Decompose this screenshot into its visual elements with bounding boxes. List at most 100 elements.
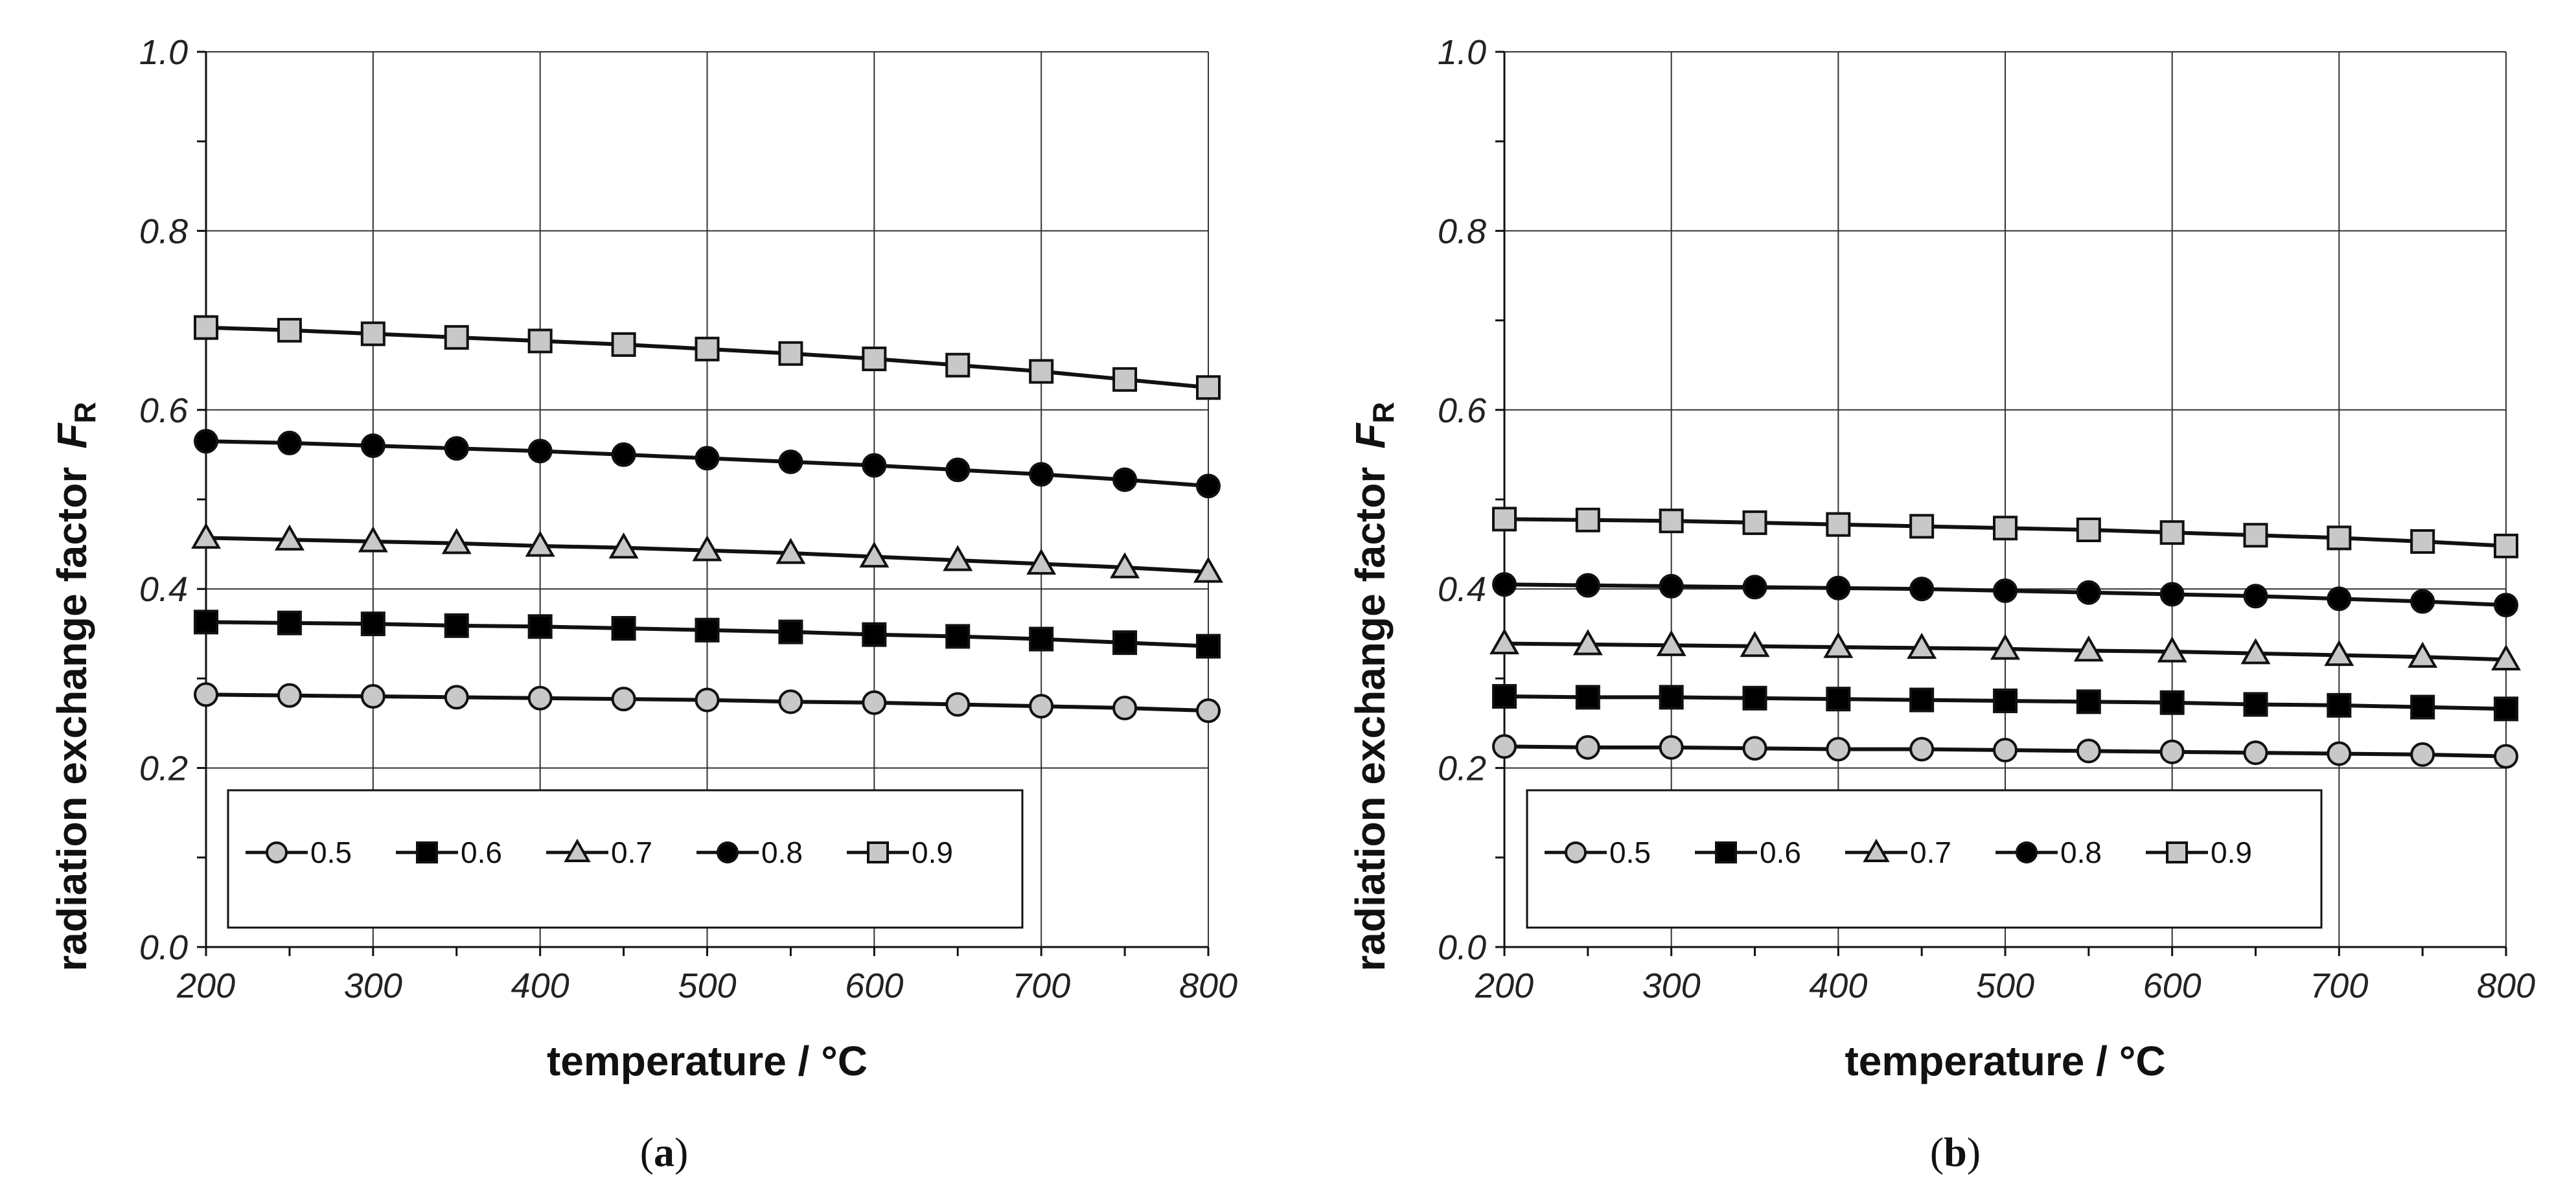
data-point-0.5 bbox=[695, 687, 720, 713]
legend-label-0.5: 0.5 bbox=[1609, 836, 1651, 869]
y-tick-label: 0.6 bbox=[139, 391, 189, 430]
data-point-0.7 bbox=[1572, 629, 1603, 656]
data-point-0.5 bbox=[2243, 740, 2268, 766]
data-point-0.9 bbox=[945, 352, 971, 378]
data-point-0.5 bbox=[1659, 735, 1684, 760]
data-point-0.6 bbox=[1492, 684, 1517, 709]
data-point-0.7 bbox=[2408, 641, 2438, 668]
data-point-0.6 bbox=[1826, 687, 1851, 712]
data-point-0.8 bbox=[945, 457, 971, 483]
series-0.6 bbox=[194, 610, 1221, 659]
x-tick-label: 300 bbox=[1642, 966, 1701, 1005]
legend-label-0.6: 0.6 bbox=[461, 836, 502, 869]
data-point-0.8 bbox=[2159, 582, 2185, 607]
y-axis-symbol: F bbox=[1347, 422, 1394, 449]
legend: 0.5 0.6 0.7 0.8 0.9 bbox=[227, 789, 1024, 929]
data-point-0.9 bbox=[611, 332, 636, 357]
panel-label-letter: b bbox=[1944, 1129, 1967, 1175]
data-point-0.7 bbox=[1907, 632, 1937, 659]
legend-marker-0.9 bbox=[2166, 841, 2188, 863]
data-point-0.7 bbox=[943, 545, 973, 571]
y-tick-label: 0.8 bbox=[139, 212, 188, 251]
data-point-0.8 bbox=[360, 433, 385, 459]
y-axis-title-text: radiation exchange factor bbox=[49, 467, 95, 972]
data-point-0.9 bbox=[1826, 512, 1851, 537]
y-axis-subscript: R bbox=[68, 402, 102, 423]
data-point-0.9 bbox=[778, 341, 803, 366]
y-axis-title: radiation exchange factor FR bbox=[1347, 402, 1400, 971]
data-point-0.8 bbox=[1492, 572, 1517, 597]
legend-marker-0.8 bbox=[2016, 841, 2038, 863]
data-point-0.5 bbox=[611, 687, 636, 712]
series-0.5 bbox=[194, 682, 1221, 724]
data-point-0.6 bbox=[1575, 685, 1600, 710]
data-point-0.9 bbox=[444, 325, 469, 350]
x-tick-label: 500 bbox=[1976, 966, 2034, 1005]
y-axis-subscript: R bbox=[1366, 402, 1400, 423]
data-point-0.5 bbox=[1492, 734, 1517, 759]
legend-marker-0.7 bbox=[564, 838, 591, 862]
data-point-0.8 bbox=[1826, 575, 1851, 600]
data-point-0.8 bbox=[1196, 474, 1221, 499]
data-point-0.7 bbox=[1110, 552, 1140, 578]
data-point-0.8 bbox=[2327, 586, 2352, 611]
data-point-0.6 bbox=[194, 610, 218, 635]
data-point-0.8 bbox=[1112, 467, 1138, 492]
y-tick-label: 0.0 bbox=[139, 928, 188, 967]
legend-label-0.5: 0.5 bbox=[310, 836, 352, 869]
x-tick-label: 600 bbox=[845, 966, 903, 1005]
data-point-0.7 bbox=[2240, 638, 2271, 665]
x-tick-label: 300 bbox=[344, 966, 402, 1005]
data-point-0.6 bbox=[2327, 692, 2352, 718]
legend-marker-0.7 bbox=[1863, 838, 1890, 862]
series-0.9 bbox=[194, 315, 1221, 400]
data-point-0.7 bbox=[776, 538, 806, 564]
x-tick-label: 800 bbox=[2477, 966, 2535, 1005]
data-point-0.5 bbox=[277, 683, 302, 708]
data-point-0.9 bbox=[1909, 514, 1935, 539]
data-point-0.9 bbox=[527, 328, 553, 354]
data-point-0.9 bbox=[2243, 523, 2268, 548]
chart-panel-a: 200 300 400 500 600 700 800 0.0 0.2 0.4 0.6 0.8 1.0 t… bbox=[49, 33, 1237, 1175]
legend-label-0.9: 0.9 bbox=[912, 836, 953, 869]
data-point-0.6 bbox=[277, 610, 302, 635]
legend-marker-0.8 bbox=[717, 841, 739, 863]
data-point-0.5 bbox=[527, 685, 553, 711]
panel-label-close: ) bbox=[1967, 1129, 1981, 1175]
legend: 0.5 0.6 0.7 0.8 0.9 bbox=[1526, 789, 2323, 929]
data-point-0.8 bbox=[695, 446, 720, 471]
data-point-0.6 bbox=[1029, 626, 1054, 652]
data-point-0.9 bbox=[1196, 375, 1221, 400]
y-axis-title: radiation exchange factor FR bbox=[49, 402, 102, 971]
legend-label-0.7: 0.7 bbox=[1910, 836, 1951, 869]
data-point-0.9 bbox=[695, 336, 720, 361]
y-tick-label: 0.2 bbox=[139, 749, 188, 788]
data-point-0.8 bbox=[2243, 584, 2268, 609]
data-point-0.9 bbox=[1659, 508, 1684, 534]
x-tick-label: 200 bbox=[1475, 966, 1534, 1005]
data-point-0.8 bbox=[1909, 577, 1935, 602]
data-point-0.7 bbox=[2157, 636, 2187, 663]
data-point-0.5 bbox=[1993, 737, 2018, 762]
data-point-0.6 bbox=[444, 613, 469, 638]
legend-label-0.6: 0.6 bbox=[1760, 836, 1801, 869]
series-0.5 bbox=[1492, 734, 2518, 769]
data-point-0.7 bbox=[2324, 639, 2354, 667]
data-point-0.5 bbox=[444, 685, 469, 710]
y-tick-label: 0.4 bbox=[139, 570, 188, 609]
y-tick-label: 1.0 bbox=[1438, 33, 1486, 72]
series-0.9 bbox=[1492, 507, 2518, 558]
chart-panel-b: 200 300 400 500 600 700 800 0.0 0.2 0.4 0.6 0.8 1.0 t… bbox=[1347, 33, 2535, 1175]
data-point-0.8 bbox=[1742, 575, 1767, 600]
data-point-0.5 bbox=[2159, 739, 2185, 764]
data-point-0.6 bbox=[1112, 630, 1138, 656]
data-point-0.5 bbox=[2076, 738, 2101, 764]
series-0.7 bbox=[1489, 628, 2521, 671]
panel-label-letter: a bbox=[654, 1129, 674, 1175]
data-point-0.5 bbox=[1196, 698, 1221, 724]
data-point-0.6 bbox=[2243, 692, 2268, 717]
data-point-0.6 bbox=[2159, 690, 2185, 715]
data-point-0.9 bbox=[277, 317, 302, 343]
y-tick-label: 0.0 bbox=[1438, 928, 1486, 967]
